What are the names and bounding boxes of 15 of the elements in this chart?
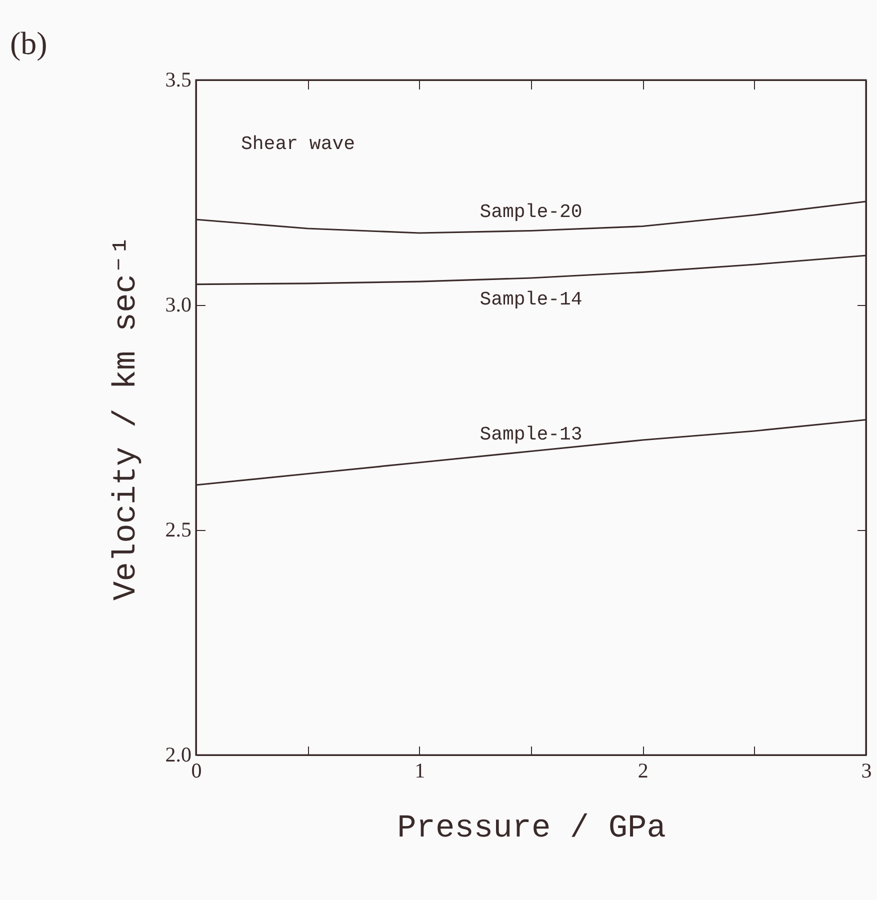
y-axis-title: Velocity / km sec⁻¹ xyxy=(107,236,144,600)
y-tick-label: 2.5 xyxy=(165,518,192,542)
x-tick-label: 2 xyxy=(638,758,648,782)
x-tick-label: 3 xyxy=(861,758,872,782)
y-tick-label: 3.0 xyxy=(165,292,192,316)
chart-title: (b) xyxy=(10,25,48,61)
series-label: Sample-20 xyxy=(480,201,582,224)
series-label: Sample-13 xyxy=(480,424,582,446)
x-axis-title: Pressure / GPa xyxy=(397,810,666,846)
series-label: Sample-14 xyxy=(480,288,582,311)
annotation: Shear wave xyxy=(241,133,356,155)
y-tick-label: 3.5 xyxy=(165,68,192,92)
x-tick-label: 0 xyxy=(191,758,202,782)
y-tick-label: 2.0 xyxy=(165,742,192,766)
x-tick-label: 1 xyxy=(414,758,426,782)
